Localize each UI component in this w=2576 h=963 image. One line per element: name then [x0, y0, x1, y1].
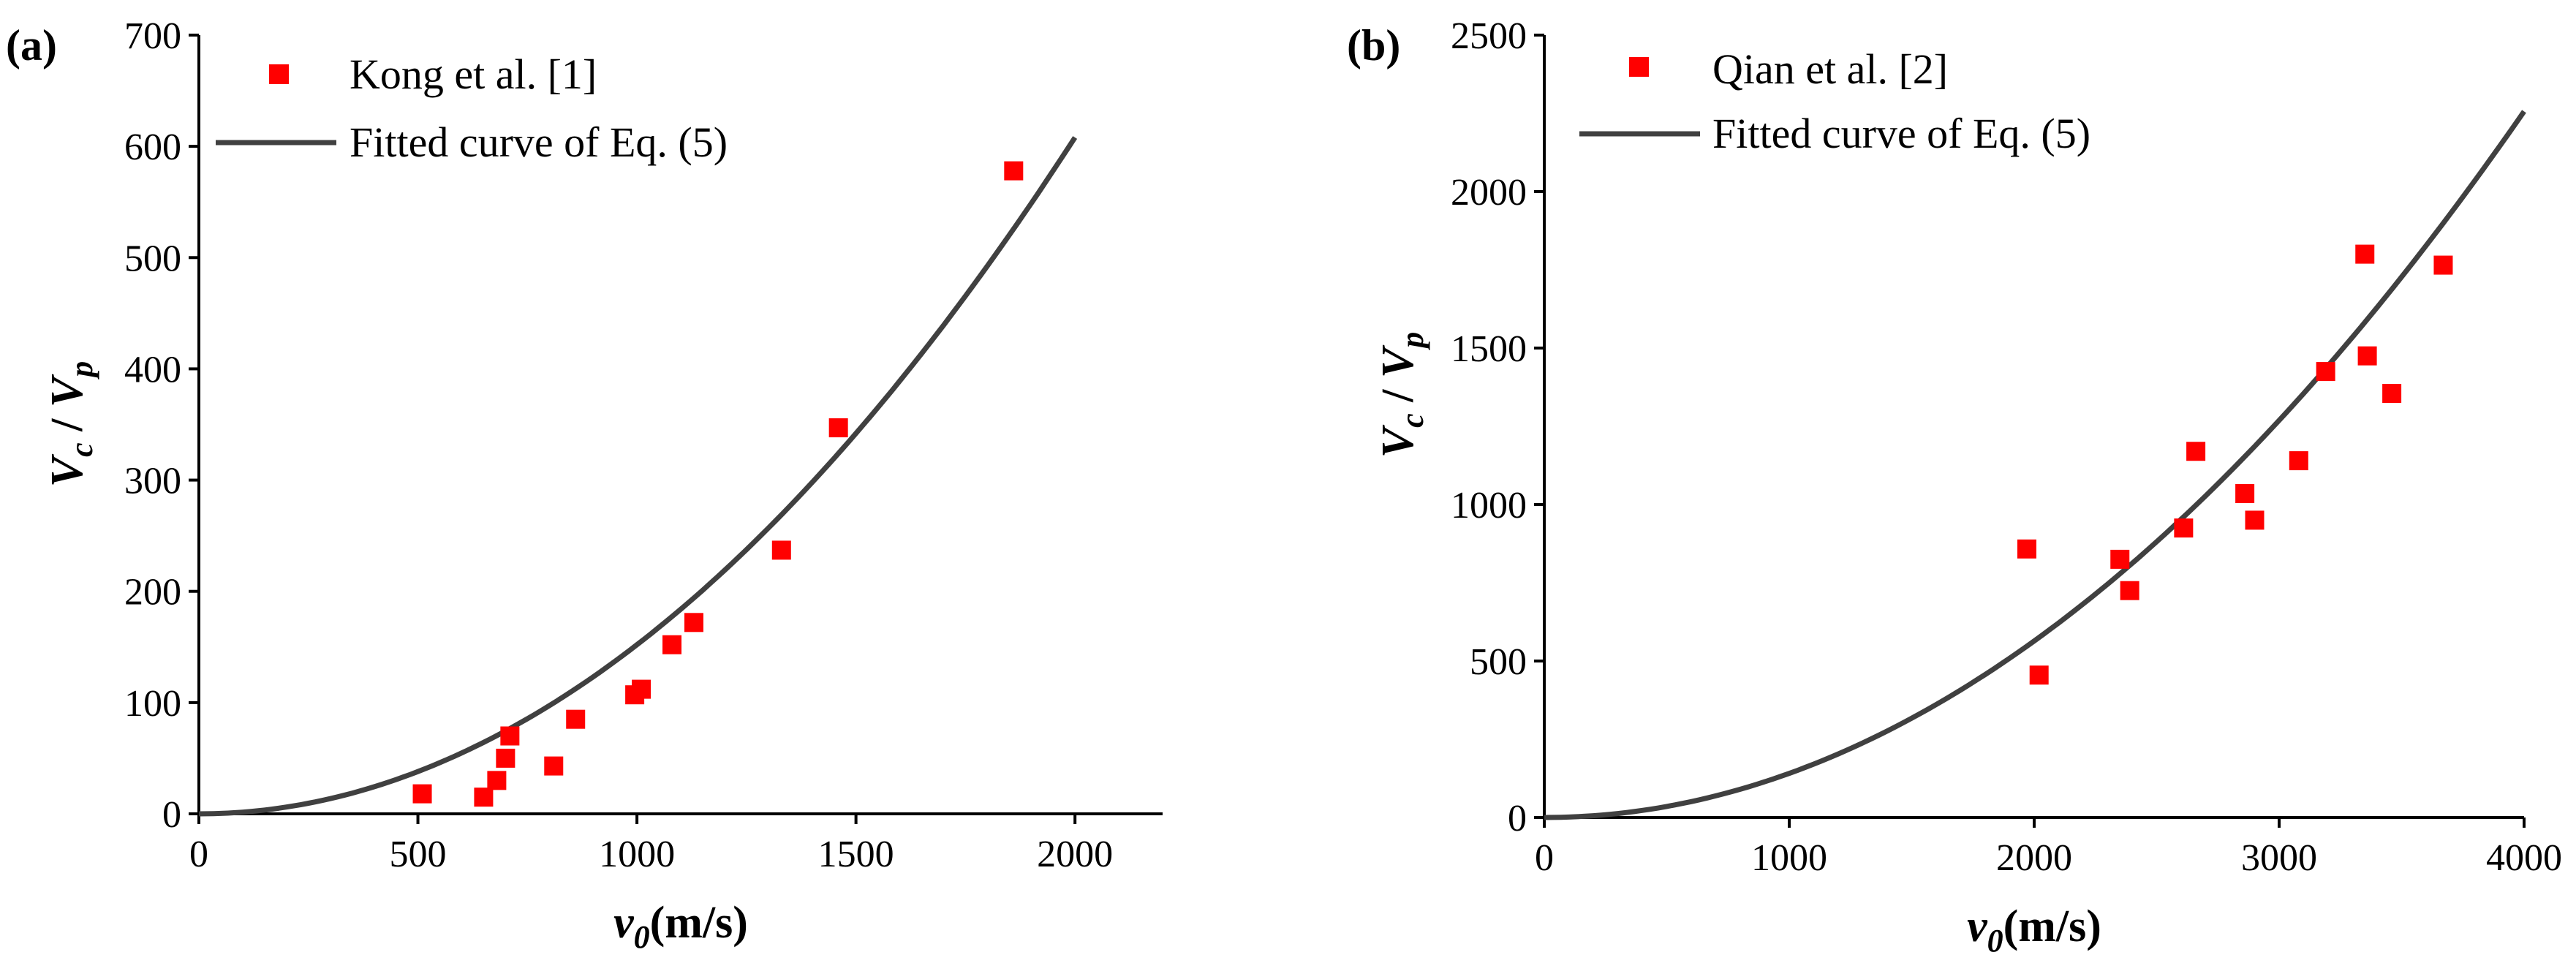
y-tick-label-a: 700: [124, 15, 181, 57]
data-point-a: [544, 756, 564, 776]
y-tick-label-a: 0: [162, 794, 181, 836]
y-tick-label-b: 1000: [1451, 485, 1527, 526]
x-tick-label-b: 4000: [2486, 837, 2562, 879]
x-tick-label-b: 1000: [1751, 837, 1827, 879]
data-point-a: [474, 788, 494, 807]
data-point-a: [632, 679, 651, 699]
data-points-a: [412, 161, 1024, 807]
data-point-a: [496, 748, 515, 768]
fit-curve-b: [1544, 110, 2526, 820]
legend-label-fit-b: Fitted curve of Eq. (5): [1712, 110, 2090, 157]
data-point-b: [2316, 362, 2335, 382]
panel-label-b: (b): [1347, 21, 1400, 69]
x-tick-label-a: 0: [189, 834, 208, 875]
data-point-b: [2110, 549, 2130, 569]
x-tick-label-a: 1000: [599, 834, 675, 875]
y-tick-label-a: 400: [124, 349, 181, 390]
y-tick-label-b: 1500: [1451, 328, 1527, 370]
y-tick-label-b: 0: [1508, 798, 1527, 839]
data-points-b: [2017, 244, 2453, 685]
y-axis-label-a: Vc / Vp: [42, 361, 99, 487]
data-point-b: [2433, 255, 2453, 275]
ticks-b: 0 1000 2000 3000 4000 0 500 1000 1500 2000 2500: [1451, 15, 2562, 879]
legend-b: Qian et al. [2] Fitted curve of Eq. (5): [1579, 45, 2090, 157]
y-tick-label-b: 2000: [1451, 172, 1527, 214]
legend-marker-a: [269, 64, 289, 84]
y-tick-label-a: 100: [124, 683, 181, 725]
data-point-b: [2289, 451, 2308, 471]
legend-label-fit-a: Fitted curve of Eq. (5): [350, 118, 728, 166]
data-point-a: [566, 709, 586, 729]
data-point-a: [500, 726, 520, 746]
ticks-a: 0 500 1000 1500 2000 0 100 200 300 400 500 600 700: [124, 15, 1113, 875]
x-axis-label-b: v0(m/s): [1967, 902, 2101, 959]
legend-a: Kong et al. [1] Fitted curve of Eq. (5): [216, 50, 728, 166]
x-tick-label-a: 1500: [818, 834, 894, 875]
chart-panel-b: (b) 0 1000 2000 3000 4000 0 500 1000 1500 2000 250…: [1347, 15, 2562, 959]
y-tick-label-a: 300: [124, 461, 181, 502]
data-point-b: [2120, 581, 2139, 600]
data-point-b: [2245, 510, 2265, 530]
y-axis-label-b: Vc / Vp: [1373, 332, 1430, 458]
data-point-b: [2017, 539, 2036, 559]
data-point-a: [487, 771, 507, 790]
data-point-b: [2382, 384, 2402, 404]
chart-panel-a: (a) 0 500 1000 1500 2000 0 100 200 300 400 500 600 7…: [6, 15, 1163, 955]
panel-label-a: (a): [6, 21, 57, 69]
data-point-a: [771, 540, 791, 560]
legend-label-scatter-a: Kong et al. [1]: [350, 50, 597, 98]
data-point-a: [662, 635, 682, 654]
x-tick-label-b: 0: [1535, 837, 1554, 879]
data-point-b: [2357, 346, 2377, 366]
y-tick-label-a: 600: [124, 126, 181, 168]
data-point-a: [1004, 161, 1024, 181]
fit-curve-group-b: [1544, 110, 2526, 820]
x-tick-label-b: 2000: [1996, 837, 2072, 879]
fit-curve-group-a: [198, 136, 1078, 817]
data-point-b: [2186, 442, 2206, 461]
data-point-a: [828, 418, 848, 438]
x-axis-label-a: v0(m/s): [613, 898, 748, 955]
data-point-a: [412, 784, 432, 804]
fit-curve-a: [198, 136, 1078, 817]
data-point-a: [684, 613, 703, 632]
x-tick-label-a: 2000: [1037, 834, 1113, 875]
y-tick-label-b: 2500: [1451, 15, 1527, 57]
data-point-b: [2235, 484, 2255, 504]
data-point-b: [2029, 665, 2049, 685]
y-tick-label-b: 500: [1470, 641, 1527, 683]
x-tick-label-a: 500: [390, 834, 447, 875]
y-tick-label-a: 200: [124, 572, 181, 613]
legend-marker-b: [1629, 57, 1649, 77]
x-tick-label-b: 3000: [2241, 837, 2317, 879]
y-tick-label-a: 500: [124, 238, 181, 279]
data-point-b: [2355, 244, 2375, 264]
legend-label-scatter-b: Qian et al. [2]: [1712, 45, 1948, 93]
data-point-b: [2174, 518, 2194, 538]
